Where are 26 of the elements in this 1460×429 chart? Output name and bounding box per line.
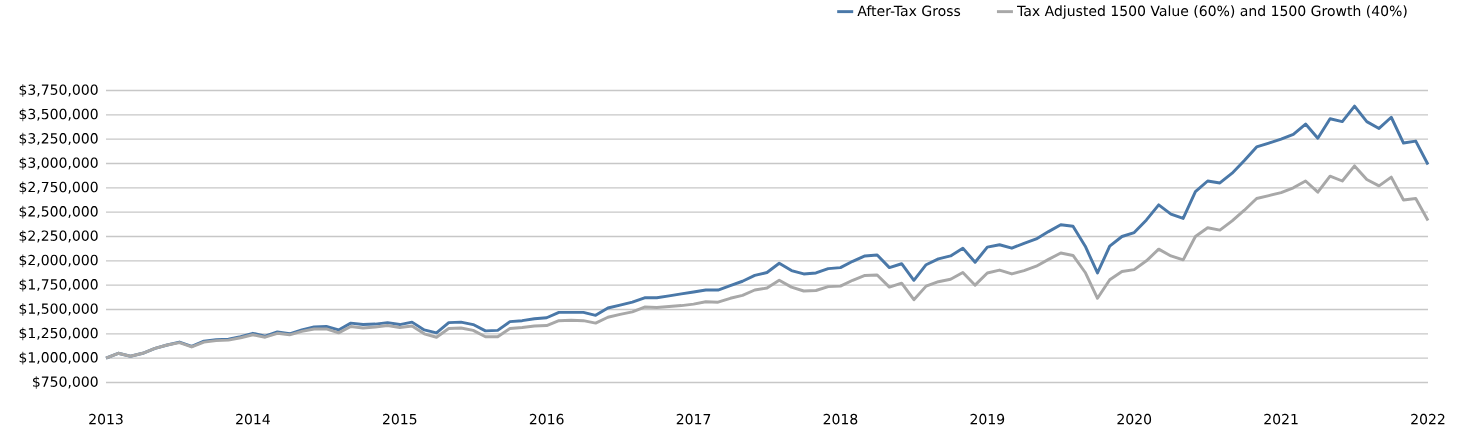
x-tick-label: 2020 <box>1117 413 1152 425</box>
y-tick-label: $2,500,000 <box>19 205 98 219</box>
legend-label: After-Tax Gross <box>857 5 961 17</box>
y-tick-label: $750,000 <box>33 376 98 389</box>
legend-label: Tax Adjusted 1500 Value (60%) and 1500 Growth (40%) <box>1017 5 1407 19</box>
y-tick-label: $3,250,000 <box>19 132 98 146</box>
y-tick-label: $2,250,000 <box>19 230 98 243</box>
y-tick-label: $3,500,000 <box>19 108 98 122</box>
x-tick-label: 2013 <box>89 413 123 425</box>
y-tick-label: $2,750,000 <box>19 181 98 195</box>
x-tick-label: 2014 <box>236 413 270 425</box>
y-tick-label: $2,000,000 <box>19 254 98 268</box>
x-tick-label: 2022 <box>1411 413 1445 425</box>
x-tick-label: 2021 <box>1264 413 1298 425</box>
x-tick-label: 2018 <box>823 413 858 425</box>
y-tick-label: $3,000,000 <box>19 157 98 170</box>
y-tick-label: $1,250,000 <box>19 327 98 341</box>
x-tick-label: 2019 <box>970 413 1005 425</box>
y-tick-label: $3,750,000 <box>19 84 98 97</box>
line-series <box>104 164 1430 360</box>
y-tick-label: $1,500,000 <box>19 303 98 316</box>
y-tick-label: $1,000,000 <box>19 351 98 365</box>
x-tick-label: 2016 <box>529 413 564 425</box>
x-tick-label: 2017 <box>676 413 711 425</box>
x-tick-label: 2015 <box>382 413 417 425</box>
y-tick-label: $1,750,000 <box>19 278 98 292</box>
